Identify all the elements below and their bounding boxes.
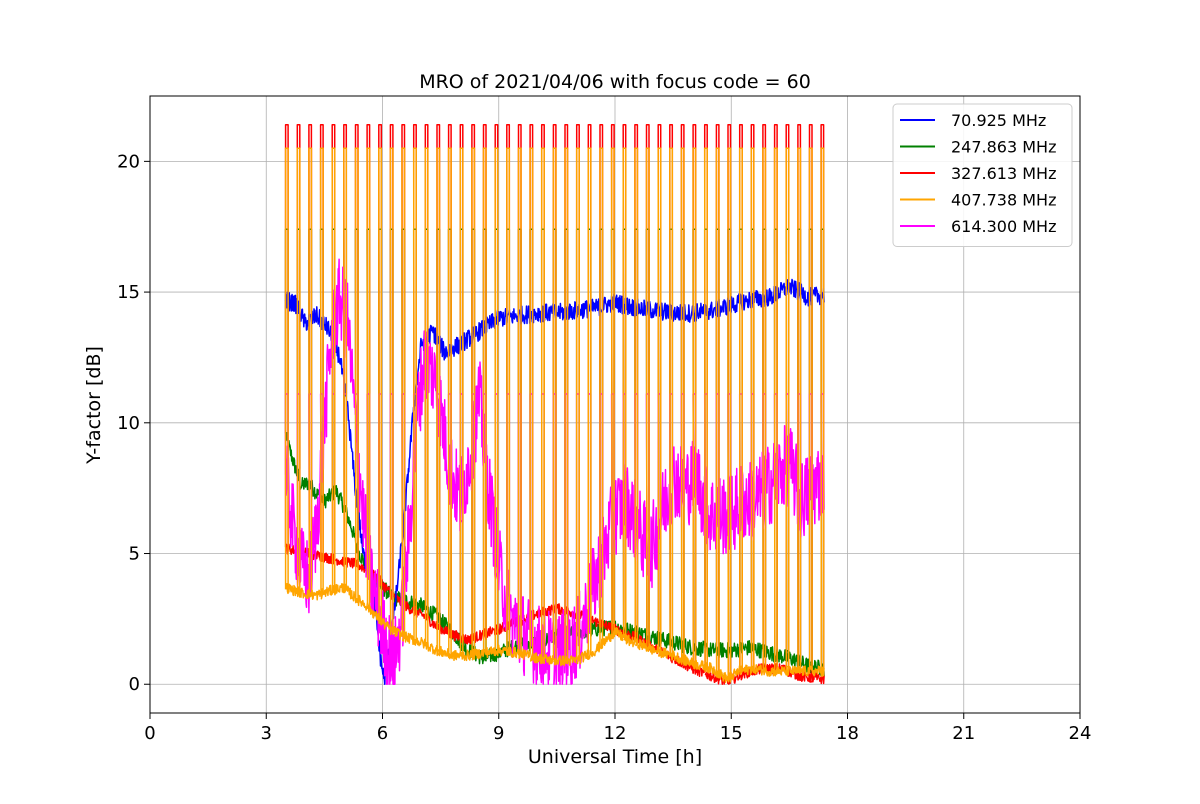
y-tick-label: 20 <box>117 151 140 172</box>
x-axis-ticks: 0 3 6 9 12 15 18 21 24 <box>144 713 1091 744</box>
x-tick-label: 9 <box>493 723 504 744</box>
legend-entry-label: 70.925 MHz <box>951 111 1046 130</box>
x-tick-label: 0 <box>144 723 155 744</box>
legend-entry-label: 614.300 MHz <box>951 217 1056 236</box>
x-tick-label: 15 <box>720 723 743 744</box>
legend-entry-label: 327.613 MHz <box>951 164 1056 183</box>
legend-box <box>892 103 1073 247</box>
y-tick-label: 0 <box>129 674 140 695</box>
x-tick-label: 18 <box>836 723 859 744</box>
x-axis-label: Universal Time [h] <box>528 746 702 768</box>
y-tick-label: 5 <box>129 544 140 565</box>
legend: 70.925 MHz 247.863 MHz 327.613 MHz 407.738 … <box>892 103 1073 247</box>
x-tick-label: 12 <box>604 723 627 744</box>
y-axis-label: Y-factor [dB] <box>83 346 105 465</box>
series-line-407-738-mhz <box>284 147 825 684</box>
y-tick-label: 15 <box>117 282 140 303</box>
series-group <box>284 124 825 685</box>
y-axis-ticks: 0 5 10 15 20 <box>117 151 150 695</box>
x-tick-label: 21 <box>952 723 975 744</box>
chart-title: MRO of 2021/04/06 with focus code = 60 <box>419 71 811 93</box>
legend-entry-label: 407.738 MHz <box>951 191 1056 210</box>
x-tick-label: 24 <box>1069 723 1092 744</box>
legend-entry-label: 247.863 MHz <box>951 138 1056 157</box>
x-tick-label: 3 <box>261 723 272 744</box>
x-tick-label: 6 <box>377 723 388 744</box>
y-tick-label: 10 <box>117 413 140 434</box>
series-line-614-300-mhz <box>284 258 825 685</box>
